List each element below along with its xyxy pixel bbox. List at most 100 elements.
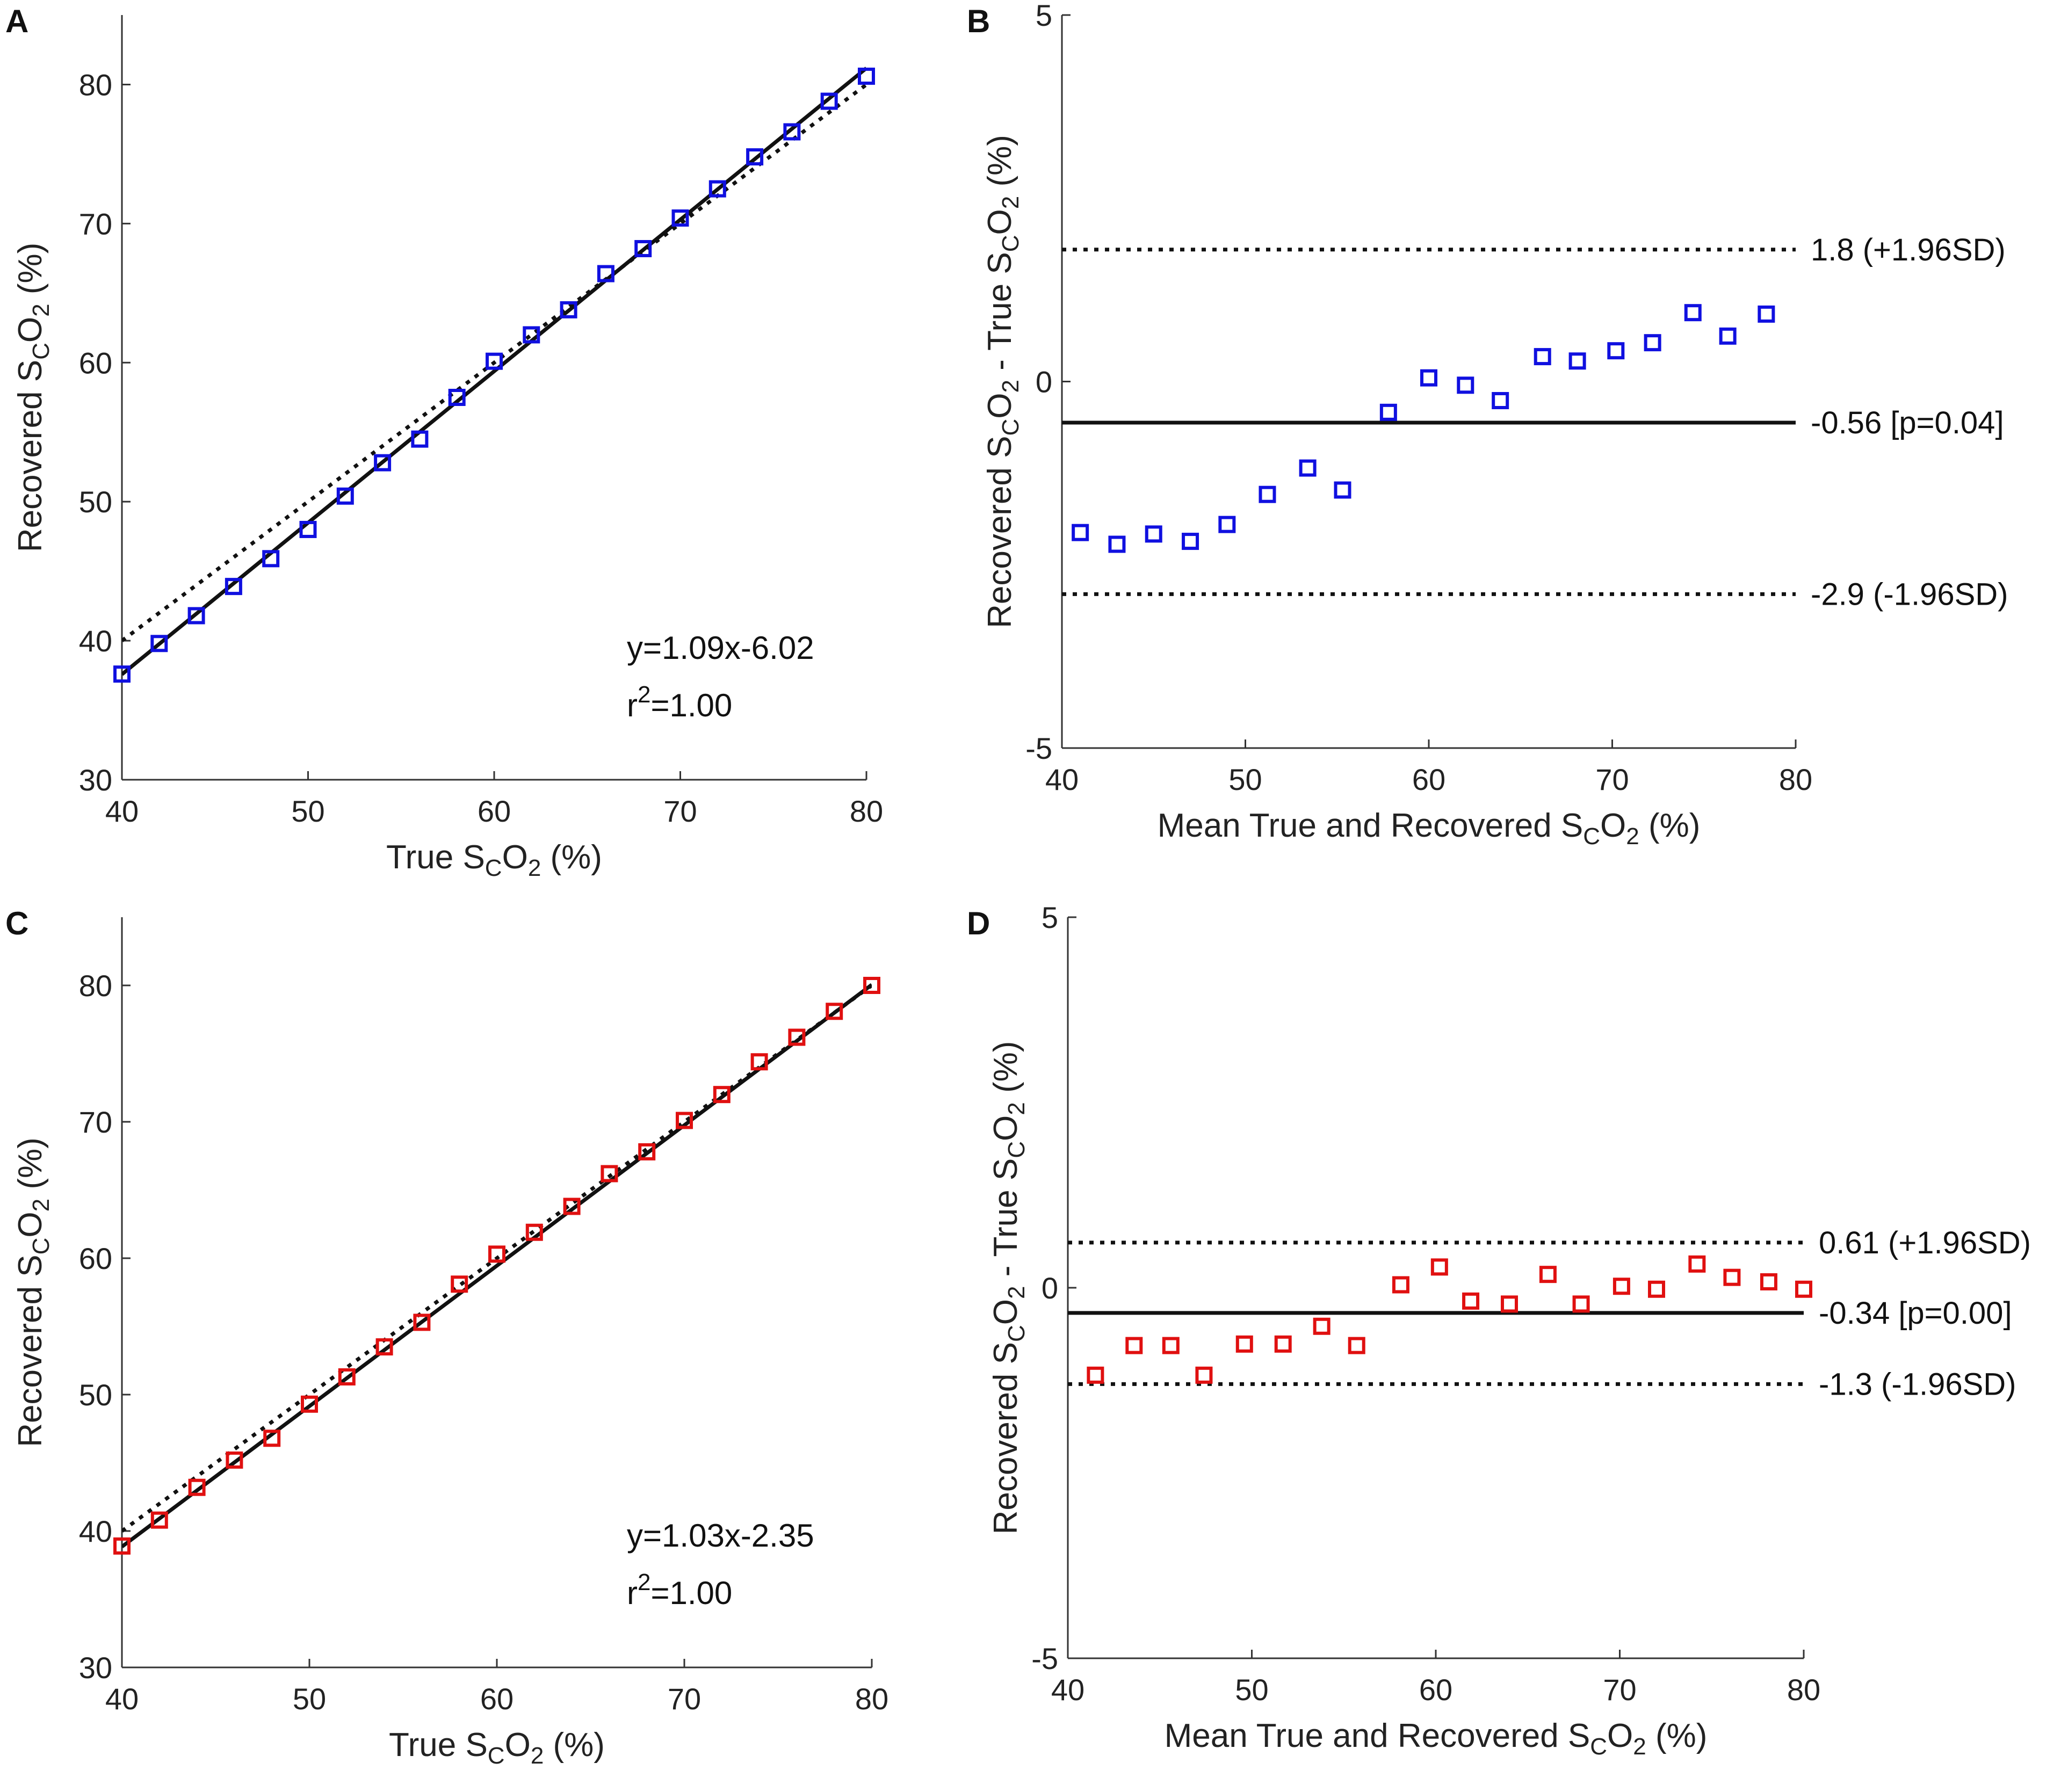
data-point (188, 1478, 206, 1496)
data-point (1457, 376, 1474, 394)
fit-equation: y=1.09x-6.02 (627, 630, 814, 666)
line-label: -1.3 (-1.96SD) (1819, 1367, 2016, 1402)
data-point (1182, 533, 1199, 550)
y-tick-label: 80 (79, 68, 112, 101)
data-point (1644, 334, 1661, 352)
data-point (1688, 1255, 1706, 1273)
data-point (746, 148, 764, 166)
data-point (858, 67, 875, 85)
y-axis-label-mid3: O (981, 209, 1018, 235)
data-point (150, 635, 168, 652)
data-point (299, 520, 317, 538)
y-axis-label-mid2: - True S (981, 252, 1018, 380)
x-tick-label: 60 (478, 794, 511, 828)
data-point (1648, 1280, 1665, 1298)
y-tick-label: 60 (79, 1242, 112, 1275)
y-axis-label-sub1: C (28, 1238, 54, 1255)
data-point (451, 1275, 468, 1293)
y-axis-label-sub2: 2 (28, 1199, 54, 1211)
data-point (150, 1511, 168, 1529)
y-axis-label-sub3: C (997, 235, 1024, 252)
y-axis-label-sub1: C (28, 343, 54, 360)
y-tick-label: 40 (79, 1514, 112, 1548)
data-point (638, 1143, 656, 1160)
x-axis-label-main: Mean True and Recovered S (1165, 1717, 1590, 1754)
y-axis-label-sub2: 2 (28, 303, 54, 316)
identity-line (122, 984, 872, 1533)
x-tick-label: 60 (1419, 1673, 1452, 1707)
y-axis-label-sub4: 2 (997, 196, 1024, 209)
data-point (713, 1086, 731, 1104)
r-squared: r2=1.00 (627, 1569, 732, 1611)
data-point (263, 1430, 281, 1447)
y-axis-label-tail: (%) (987, 1041, 1024, 1102)
y-axis-label-main: Recovered S (981, 436, 1018, 628)
y-tick-label: 80 (79, 969, 112, 1003)
y-tick-label: 5 (1036, 0, 1052, 32)
x-axis-label-mid: O (505, 1726, 531, 1764)
y-tick-label: 70 (79, 207, 112, 241)
data-point (523, 326, 540, 344)
data-point (1723, 1268, 1741, 1286)
data-point (1539, 1266, 1557, 1283)
data-point (597, 265, 614, 282)
data-point (1392, 1276, 1409, 1294)
data-point (1613, 1278, 1630, 1295)
data-point (826, 1003, 843, 1020)
panel-b: B 40 50 60 70 80 -5 0 5 Mean True and Recovered S… (967, 0, 2008, 850)
y-axis-label-main: Recovered S (12, 360, 49, 552)
y-tick-label: 50 (79, 485, 112, 519)
x-tick-label: 80 (1787, 1673, 1820, 1707)
x-axis-label-tail: (%) (1639, 807, 1701, 844)
data-point (413, 1314, 431, 1331)
identity-line (122, 83, 866, 642)
panel-d: D 40 50 60 70 80 -5 0 5 Mean True and Recovered S… (967, 901, 2031, 1760)
r-squared-prefix: r (627, 687, 638, 723)
r-squared: r2=1.00 (627, 681, 732, 723)
x-tick-label: 40 (105, 1682, 139, 1716)
data-point (1758, 305, 1775, 323)
x-axis-label-sub1: C (1583, 823, 1600, 850)
y-axis-label-tail: (%) (12, 1137, 49, 1199)
data-point (1607, 342, 1625, 360)
data-point (1760, 1273, 1777, 1290)
data-point (1235, 1335, 1253, 1353)
x-axis-label-tail: (%) (541, 839, 602, 876)
data-point (1379, 403, 1397, 421)
y-axis-label-sub3: C (1003, 1141, 1030, 1158)
data-point (1795, 1280, 1812, 1298)
y-tick-label: 70 (79, 1105, 112, 1139)
data-point (486, 352, 503, 370)
data-point (563, 1198, 581, 1215)
y-axis-label: Recovered SCO2 - True SCO2 (%) (987, 1041, 1030, 1535)
data-point (1534, 348, 1551, 366)
x-tick-label: 70 (1595, 763, 1629, 796)
data-point (1162, 1337, 1180, 1354)
x-tick-label: 50 (293, 1682, 326, 1716)
data-point (1145, 525, 1162, 543)
y-axis-label: Recovered SCO2 - True SCO2 (%) (981, 135, 1024, 628)
data-point (1462, 1292, 1480, 1310)
x-axis-label: True SCO2 (%) (389, 1726, 605, 1769)
data-point (338, 1368, 356, 1385)
x-tick-label: 70 (663, 794, 697, 828)
data-point (1430, 1258, 1448, 1276)
data-point (301, 1395, 318, 1413)
data-point (1125, 1337, 1143, 1354)
data-point (411, 430, 429, 448)
r-squared-value: =1.00 (650, 1575, 732, 1611)
y-axis-label-sub2: 2 (1003, 1286, 1030, 1298)
data-point (1108, 535, 1126, 553)
data-point (820, 92, 838, 110)
y-axis-label-mid: O (987, 1299, 1024, 1325)
x-tick-label: 60 (480, 1682, 514, 1716)
data-point (113, 665, 131, 683)
fit-equation: y=1.03x-2.35 (627, 1518, 814, 1554)
fit-line (122, 67, 866, 676)
x-tick-label: 40 (1045, 763, 1079, 796)
y-axis-label-mid: O (12, 317, 49, 343)
data-point (187, 607, 205, 625)
data-point (225, 578, 242, 596)
y-axis-label-sub4: 2 (1003, 1102, 1030, 1115)
